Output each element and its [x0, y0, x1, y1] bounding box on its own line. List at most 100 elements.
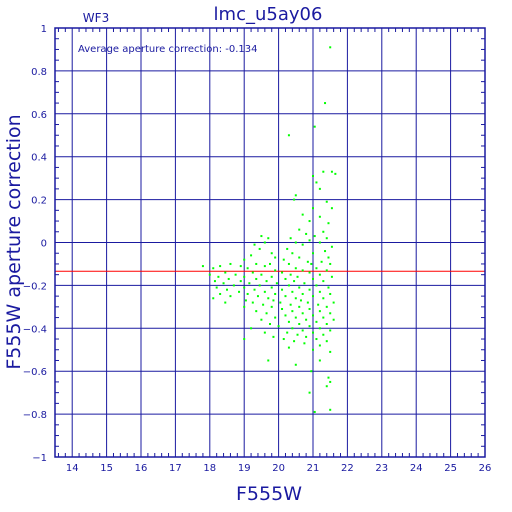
data-point: [287, 320, 290, 323]
data-point: [243, 275, 246, 278]
y-tick-label: −0.4: [23, 324, 47, 335]
data-point: [251, 271, 254, 274]
data-point: [315, 181, 318, 184]
data-point: [272, 335, 275, 338]
data-point: [253, 288, 256, 291]
data-point: [229, 262, 232, 265]
data-point: [215, 286, 218, 289]
data-point: [301, 312, 304, 315]
data-point: [243, 258, 246, 261]
data-point: [330, 245, 333, 248]
y-tick-label: −0.8: [23, 410, 47, 421]
data-point: [287, 284, 290, 287]
data-point: [265, 312, 268, 315]
x-tick-label: 20: [272, 463, 285, 474]
data-point: [270, 252, 273, 255]
data-point: [274, 316, 277, 319]
data-point: [308, 391, 311, 394]
data-point: [312, 331, 314, 334]
data-point: [312, 277, 314, 280]
data-point: [287, 262, 290, 265]
data-point: [226, 288, 228, 291]
data-point: [310, 262, 313, 265]
x-tick-label: 23: [375, 463, 388, 474]
data-point: [229, 295, 232, 298]
data-point: [284, 295, 287, 298]
data-point: [293, 280, 296, 283]
data-point: [308, 239, 311, 242]
data-point: [322, 316, 325, 319]
data-point: [315, 267, 318, 270]
data-point: [281, 288, 284, 291]
data-point: [325, 269, 328, 272]
data-point: [322, 297, 325, 300]
data-point: [282, 258, 285, 261]
grid-layer: [55, 27, 486, 458]
y-tick-label: −0.2: [23, 281, 47, 292]
data-point: [255, 262, 258, 265]
data-point: [301, 243, 304, 246]
data-point: [267, 297, 270, 300]
x-axis-title: F555W: [236, 483, 302, 505]
data-point: [318, 215, 321, 218]
data-point: [275, 282, 278, 285]
data-point: [308, 271, 311, 274]
data-point: [270, 305, 273, 308]
data-point: [312, 252, 314, 255]
data-point: [293, 340, 296, 343]
data-point: [312, 348, 314, 351]
data-point: [330, 275, 333, 278]
data-point: [306, 260, 309, 263]
data-point: [298, 228, 301, 231]
data-point: [329, 312, 332, 315]
data-point: [212, 267, 215, 270]
tick-labels-layer: 14 15 16 17 18 19 20 21 22 23 24 25 26 −1 −0.8 −0.6 −0.4…: [23, 24, 492, 474]
data-point: [263, 290, 266, 293]
data-point: [318, 310, 321, 313]
data-point: [248, 282, 251, 285]
data-point: [332, 301, 335, 304]
average-annotation: Average aperture correction: -0.134: [78, 44, 258, 55]
x-tick-label: 14: [66, 463, 79, 474]
data-point: [329, 262, 332, 265]
data-point: [258, 284, 261, 287]
data-point: [234, 273, 237, 276]
data-point: [260, 235, 263, 238]
data-point: [224, 271, 227, 274]
data-point: [325, 323, 328, 326]
data-point: [299, 299, 302, 302]
data-point: [312, 314, 314, 317]
x-tick-label: 21: [307, 463, 320, 474]
y-tick-label: 0.6: [31, 110, 47, 121]
data-point: [329, 350, 332, 353]
x-tick-label: 17: [169, 463, 182, 474]
data-point: [260, 273, 263, 276]
data-point: [286, 247, 289, 250]
data-point: [239, 265, 242, 268]
data-point: [325, 305, 328, 308]
data-point: [222, 282, 225, 285]
data-point: [279, 301, 282, 304]
data-point: [294, 316, 297, 319]
data-point: [298, 256, 301, 259]
data-point: [318, 359, 321, 362]
y-axis-title: F555W aperture correction: [3, 114, 25, 369]
data-point: [325, 385, 328, 388]
data-point: [318, 187, 321, 190]
x-tick-label: 22: [341, 463, 354, 474]
data-point: [281, 307, 284, 310]
data-point: [238, 290, 241, 293]
data-point: [317, 303, 320, 306]
data-point: [327, 376, 330, 379]
data-point: [213, 280, 216, 283]
data-point: [294, 363, 297, 366]
data-point: [322, 333, 325, 336]
data-point: [308, 325, 311, 328]
x-tick-label: 24: [410, 463, 423, 474]
data-point: [305, 335, 308, 338]
data-point: [318, 273, 321, 276]
data-point: [334, 172, 337, 175]
data-point: [296, 275, 299, 278]
y-tick-label: 0.8: [31, 67, 47, 78]
data-point: [243, 305, 246, 308]
